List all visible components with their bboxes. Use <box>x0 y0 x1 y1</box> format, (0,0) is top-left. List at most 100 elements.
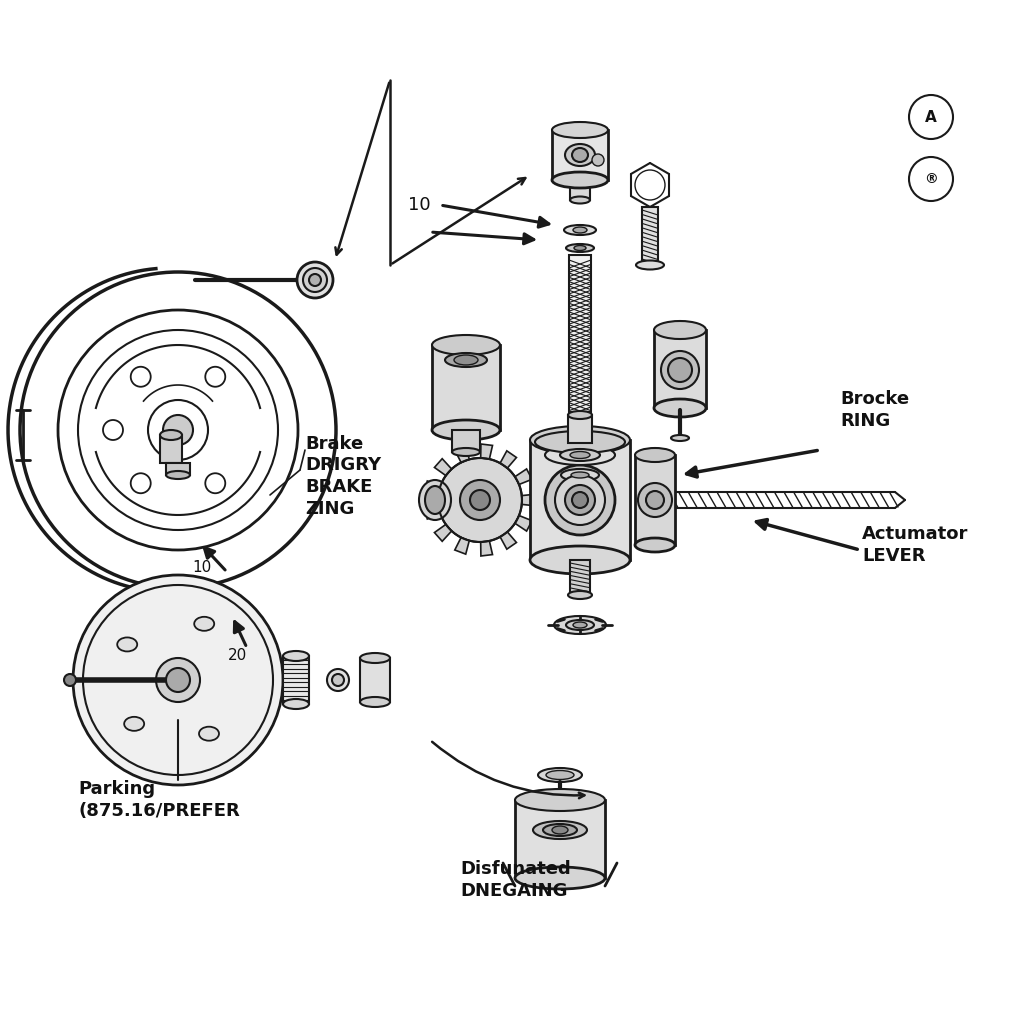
Ellipse shape <box>445 353 487 367</box>
Ellipse shape <box>124 717 144 731</box>
Bar <box>568 415 592 443</box>
Ellipse shape <box>530 546 630 574</box>
Ellipse shape <box>555 475 605 525</box>
Ellipse shape <box>332 674 344 686</box>
Ellipse shape <box>571 472 589 478</box>
Ellipse shape <box>454 355 478 365</box>
Ellipse shape <box>552 172 608 188</box>
Ellipse shape <box>552 826 568 834</box>
Circle shape <box>73 575 283 785</box>
Ellipse shape <box>635 449 675 462</box>
Circle shape <box>592 154 604 166</box>
Circle shape <box>166 668 190 692</box>
Bar <box>569 255 591 412</box>
Ellipse shape <box>566 620 594 630</box>
Text: 20: 20 <box>228 647 247 663</box>
Ellipse shape <box>534 821 587 839</box>
Ellipse shape <box>654 321 706 339</box>
Ellipse shape <box>160 430 182 440</box>
Ellipse shape <box>283 699 309 709</box>
Bar <box>360 658 390 702</box>
Ellipse shape <box>568 411 592 419</box>
Ellipse shape <box>662 351 699 389</box>
Ellipse shape <box>635 538 675 552</box>
Bar <box>552 130 608 180</box>
Polygon shape <box>455 445 469 463</box>
Ellipse shape <box>570 197 590 204</box>
Ellipse shape <box>452 449 480 456</box>
Ellipse shape <box>561 469 599 481</box>
Ellipse shape <box>636 260 664 269</box>
Circle shape <box>470 490 490 510</box>
Ellipse shape <box>543 824 577 836</box>
Ellipse shape <box>565 485 595 515</box>
Circle shape <box>460 480 500 520</box>
Ellipse shape <box>195 616 214 631</box>
Bar <box>283 656 309 705</box>
Ellipse shape <box>360 653 390 663</box>
Ellipse shape <box>538 768 582 782</box>
Ellipse shape <box>535 431 625 453</box>
Ellipse shape <box>309 274 321 286</box>
Text: 10: 10 <box>408 196 431 214</box>
Text: Parking
(875.16/PREFER: Parking (875.16/PREFER <box>78 780 240 820</box>
Text: Disfunated
DNEGAING: Disfunated DNEGAING <box>460 860 570 900</box>
Ellipse shape <box>545 445 615 465</box>
Ellipse shape <box>573 487 587 493</box>
Bar <box>570 180 590 200</box>
Circle shape <box>438 458 522 542</box>
Ellipse shape <box>654 399 706 417</box>
Polygon shape <box>515 469 532 484</box>
Bar <box>515 800 605 878</box>
Text: Actumator
LEVER: Actumator LEVER <box>862 525 969 565</box>
Ellipse shape <box>419 480 451 520</box>
Ellipse shape <box>573 622 587 628</box>
Ellipse shape <box>199 727 219 740</box>
Ellipse shape <box>554 616 606 634</box>
Ellipse shape <box>425 486 445 514</box>
Bar <box>160 435 182 463</box>
Ellipse shape <box>432 335 500 355</box>
Bar <box>530 440 630 560</box>
Ellipse shape <box>515 867 605 889</box>
Polygon shape <box>434 524 452 542</box>
Ellipse shape <box>573 227 587 233</box>
Ellipse shape <box>668 358 692 382</box>
Bar <box>432 345 500 430</box>
Circle shape <box>63 674 76 686</box>
Ellipse shape <box>297 262 333 298</box>
Circle shape <box>163 415 193 445</box>
Ellipse shape <box>283 651 309 662</box>
Bar <box>654 330 706 408</box>
Bar <box>642 207 658 262</box>
Ellipse shape <box>360 697 390 707</box>
Bar <box>570 560 590 595</box>
Text: Brocke
RING: Brocke RING <box>840 390 909 430</box>
Ellipse shape <box>166 471 190 479</box>
Bar <box>452 430 480 452</box>
Ellipse shape <box>568 591 592 599</box>
Ellipse shape <box>560 449 600 461</box>
Ellipse shape <box>327 669 349 691</box>
Ellipse shape <box>303 268 327 292</box>
Ellipse shape <box>566 244 594 252</box>
Polygon shape <box>425 481 440 495</box>
Bar <box>166 463 190 475</box>
Ellipse shape <box>552 122 608 138</box>
Ellipse shape <box>564 225 596 234</box>
Ellipse shape <box>572 148 588 162</box>
Ellipse shape <box>572 492 588 508</box>
Polygon shape <box>434 459 452 475</box>
Ellipse shape <box>566 486 594 494</box>
Polygon shape <box>522 495 536 506</box>
Polygon shape <box>480 444 493 459</box>
Ellipse shape <box>432 420 500 440</box>
Ellipse shape <box>530 426 630 454</box>
Text: 10: 10 <box>193 560 211 575</box>
Ellipse shape <box>545 465 615 535</box>
Ellipse shape <box>546 770 574 779</box>
Polygon shape <box>455 538 469 554</box>
Ellipse shape <box>570 452 590 459</box>
Ellipse shape <box>565 144 595 166</box>
Bar <box>635 455 675 545</box>
